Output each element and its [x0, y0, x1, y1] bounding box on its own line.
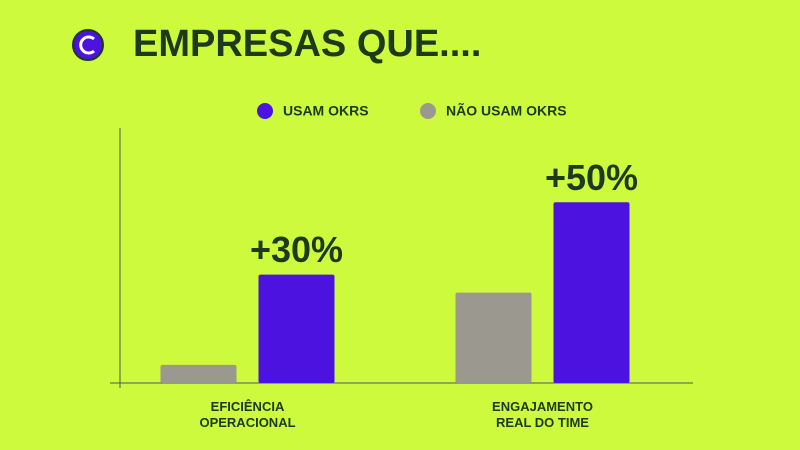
bar: [160, 364, 237, 383]
bar: [258, 274, 335, 383]
x-tick-label: ENGAJAMENTO REAL DO TIME: [492, 399, 593, 430]
x-tick-label: EFICIÊNCIA OPERACIONAL: [199, 399, 296, 430]
data-label: +50%: [545, 157, 638, 198]
legend-label: NÃO USAM OKRS: [446, 102, 567, 119]
bar: [455, 292, 532, 383]
chart-title: EMPRESAS QUE....: [133, 23, 481, 65]
legend-marker: [420, 103, 436, 119]
bar: [553, 202, 630, 383]
data-label: +30%: [250, 229, 343, 270]
legend-marker: [257, 103, 273, 119]
logo: [72, 29, 104, 61]
legend-label: USAM OKRS: [283, 103, 369, 119]
